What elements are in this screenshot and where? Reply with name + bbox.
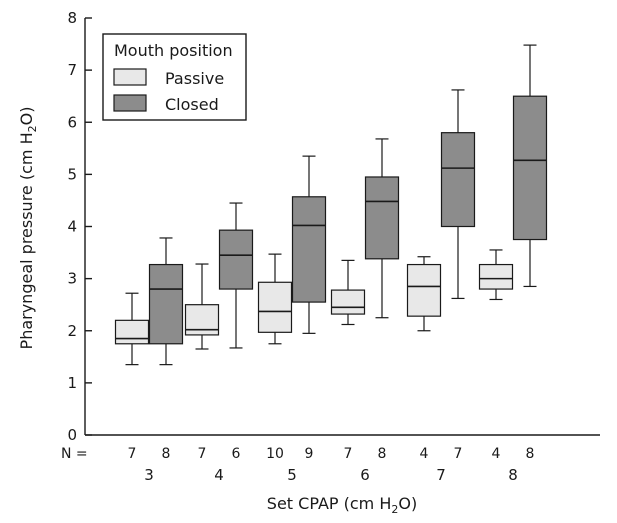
x-axis-title-subscript: 2 [391,503,398,516]
interquartile-box [114,319,150,345]
y-axis-title-main: Pharyngeal pressure (cm H [17,132,36,349]
y-axis-title-subscript: 2 [26,125,39,132]
x-axis-title-main: Set CPAP (cm H [267,494,392,513]
box-closed-3 [148,237,184,366]
y-axis-title-end: O) [17,107,36,126]
interquartile-box [406,263,442,317]
box-closed-6 [364,138,400,319]
x-axis-title: Set CPAP (cm H2O) [267,494,417,516]
box-passive-4 [184,263,220,350]
interquartile-box [440,132,476,228]
interquartile-box [512,95,548,241]
y-axis-title: Pharyngeal pressure (cm H2O) [17,107,39,350]
x-tick-label: 8 [508,466,518,484]
n-value-closed: 9 [305,446,314,462]
y-tick-label: 7 [67,61,77,79]
x-axis-title-end: O) [398,494,417,513]
x-tick-label: 5 [287,466,297,484]
box-plot-series [114,44,548,366]
box-passive-5 [257,253,293,345]
interquartile-box [478,263,514,290]
n-value-closed: 8 [162,446,171,462]
n-value-closed: 6 [232,446,241,462]
n-value-passive: 4 [420,446,429,462]
n-value-passive: 7 [198,446,207,462]
box-closed-5 [291,155,327,334]
box-closed-8 [512,44,548,288]
y-tick-label: 1 [67,374,77,392]
y-tick-label: 4 [67,218,77,236]
box-passive-6 [330,259,366,326]
x-tick-label: 3 [144,466,154,484]
legend: Mouth position Passive Closed [102,33,247,121]
y-tick-label: 0 [67,426,77,444]
box-closed-7 [440,89,476,300]
interquartile-box [218,229,254,290]
x-tick-labels: 3 4 5 6 7 8 [144,466,518,484]
y-tick-label: 6 [67,113,77,131]
legend-label-passive: Passive [165,69,224,88]
box-closed-4 [218,202,254,349]
interquartile-box [364,176,400,260]
interquartile-box [148,263,184,345]
sample-size-row: N = 7 7 10 7 4 4 8 6 9 8 7 8 [61,446,534,462]
box-passive-7 [406,256,442,332]
n-value-closed: 8 [526,446,535,462]
legend-swatch-closed [113,94,147,112]
n-value-passive: 10 [266,446,284,462]
x-tick-label: 7 [436,466,446,484]
interquartile-box [291,196,327,303]
axes: 0 1 2 3 4 5 6 7 8 [67,9,600,444]
n-prefix: N = [61,446,88,462]
interquartile-box [330,289,366,315]
x-tick-label: 4 [214,466,224,484]
n-value-closed: 8 [378,446,387,462]
series-closed [148,44,548,366]
n-value-passive: 7 [344,446,353,462]
interquartile-box [257,281,293,333]
n-value-passive: 7 [128,446,137,462]
n-value-closed: 7 [454,446,463,462]
y-tick-label: 3 [67,270,77,288]
legend-label-closed: Closed [165,95,219,114]
n-value-passive: 4 [492,446,501,462]
series-passive [114,249,514,366]
y-tick-label: 5 [67,165,77,183]
legend-swatch-passive [113,68,147,86]
box-passive-8 [478,249,514,301]
y-tick-label: 8 [67,9,77,27]
box-passive-3 [114,292,150,366]
y-tick-label: 2 [67,322,77,340]
x-tick-label: 6 [360,466,370,484]
legend-title: Mouth position [114,41,233,60]
